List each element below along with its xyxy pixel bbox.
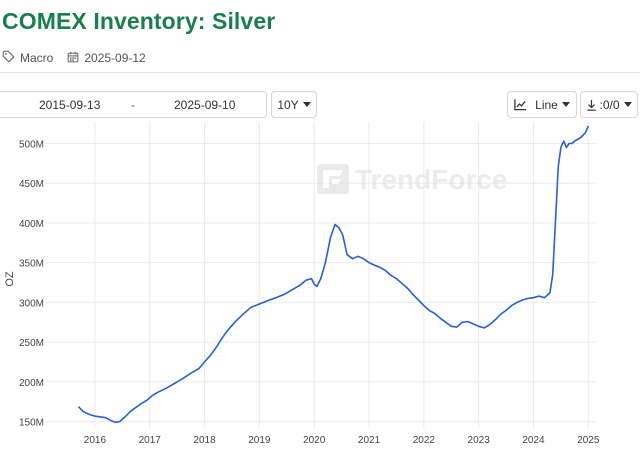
line-chart-icon [514,98,527,111]
download-dropdown-button[interactable]: :0/0 [580,91,638,118]
category-meta[interactable]: Macro [2,50,53,66]
chevron-down-icon [623,102,632,107]
header-divider [0,72,640,73]
download-icon [586,99,597,111]
x-tick-label: 2024 [522,435,545,446]
download-label: :0/0 [599,97,620,112]
y-tick-labels: 150M 200M 250M 300M 350M 400M 450M 500M [19,139,44,428]
watermark-text: TrendForce [355,164,507,195]
inventory-line-chart: TrendForce OZ 150M 200M 250M 300M 350M 400M 45… [4,122,600,446]
meta-row: Macro 2025-09-12 [2,50,160,66]
date-meta: 2025-09-12 [67,51,146,66]
x-tick-label: 2020 [303,435,326,446]
x-tick-label: 2019 [248,435,271,446]
chevron-down-icon [561,102,570,107]
x-tick-label: 2021 [358,435,381,446]
y-tick-label: 450M [19,179,44,190]
category-label: Macro [20,51,54,65]
trendforce-logo-icon [317,164,349,194]
end-date-input[interactable]: 2025-09-10 [174,98,236,112]
x-tick-label: 2016 [84,435,107,446]
chart-area: TrendForce OZ 150M 200M 250M 300M 350M 400M 45… [0,122,640,458]
page-title: COMEX Inventory: Silver [2,8,276,34]
x-tick-label: 2023 [468,435,491,446]
x-tick-labels: 2016 2017 2018 2019 2020 2021 2022 2023 2024 2025 [84,435,600,446]
y-tick-label: 150M [19,418,44,429]
x-tick-label: 2018 [193,435,216,446]
y-tick-label: 500M [19,139,44,150]
date-range-picker[interactable]: 2015-09-13 - 2025-09-10 [0,91,267,118]
silver-inventory-line [77,125,590,424]
y-tick-label: 200M [19,378,44,389]
start-date-input[interactable]: 2015-09-13 [39,98,101,112]
tag-icon [2,50,20,66]
calendar-icon [67,51,84,66]
x-tick-label: 2022 [413,435,436,446]
x-tick-label: 2025 [577,435,600,446]
x-tick-label: 2017 [139,435,162,446]
y-tick-label: 350M [19,259,44,270]
publish-date: 2025-09-12 [84,51,146,65]
y-tick-label: 400M [19,219,44,230]
chart-type-dropdown-button[interactable]: Line [507,91,577,118]
y-tick-label: 300M [19,298,44,309]
trendforce-watermark: TrendForce [317,164,507,195]
date-separator: - [131,98,135,112]
y-tick-label: 250M [19,338,44,349]
y-axis-label: OZ [4,271,16,287]
chevron-down-icon [302,102,311,107]
range-dropdown-button[interactable]: 10Y [271,91,317,118]
range-label: 10Y [277,97,299,112]
chart-type-label: Line [535,97,558,112]
